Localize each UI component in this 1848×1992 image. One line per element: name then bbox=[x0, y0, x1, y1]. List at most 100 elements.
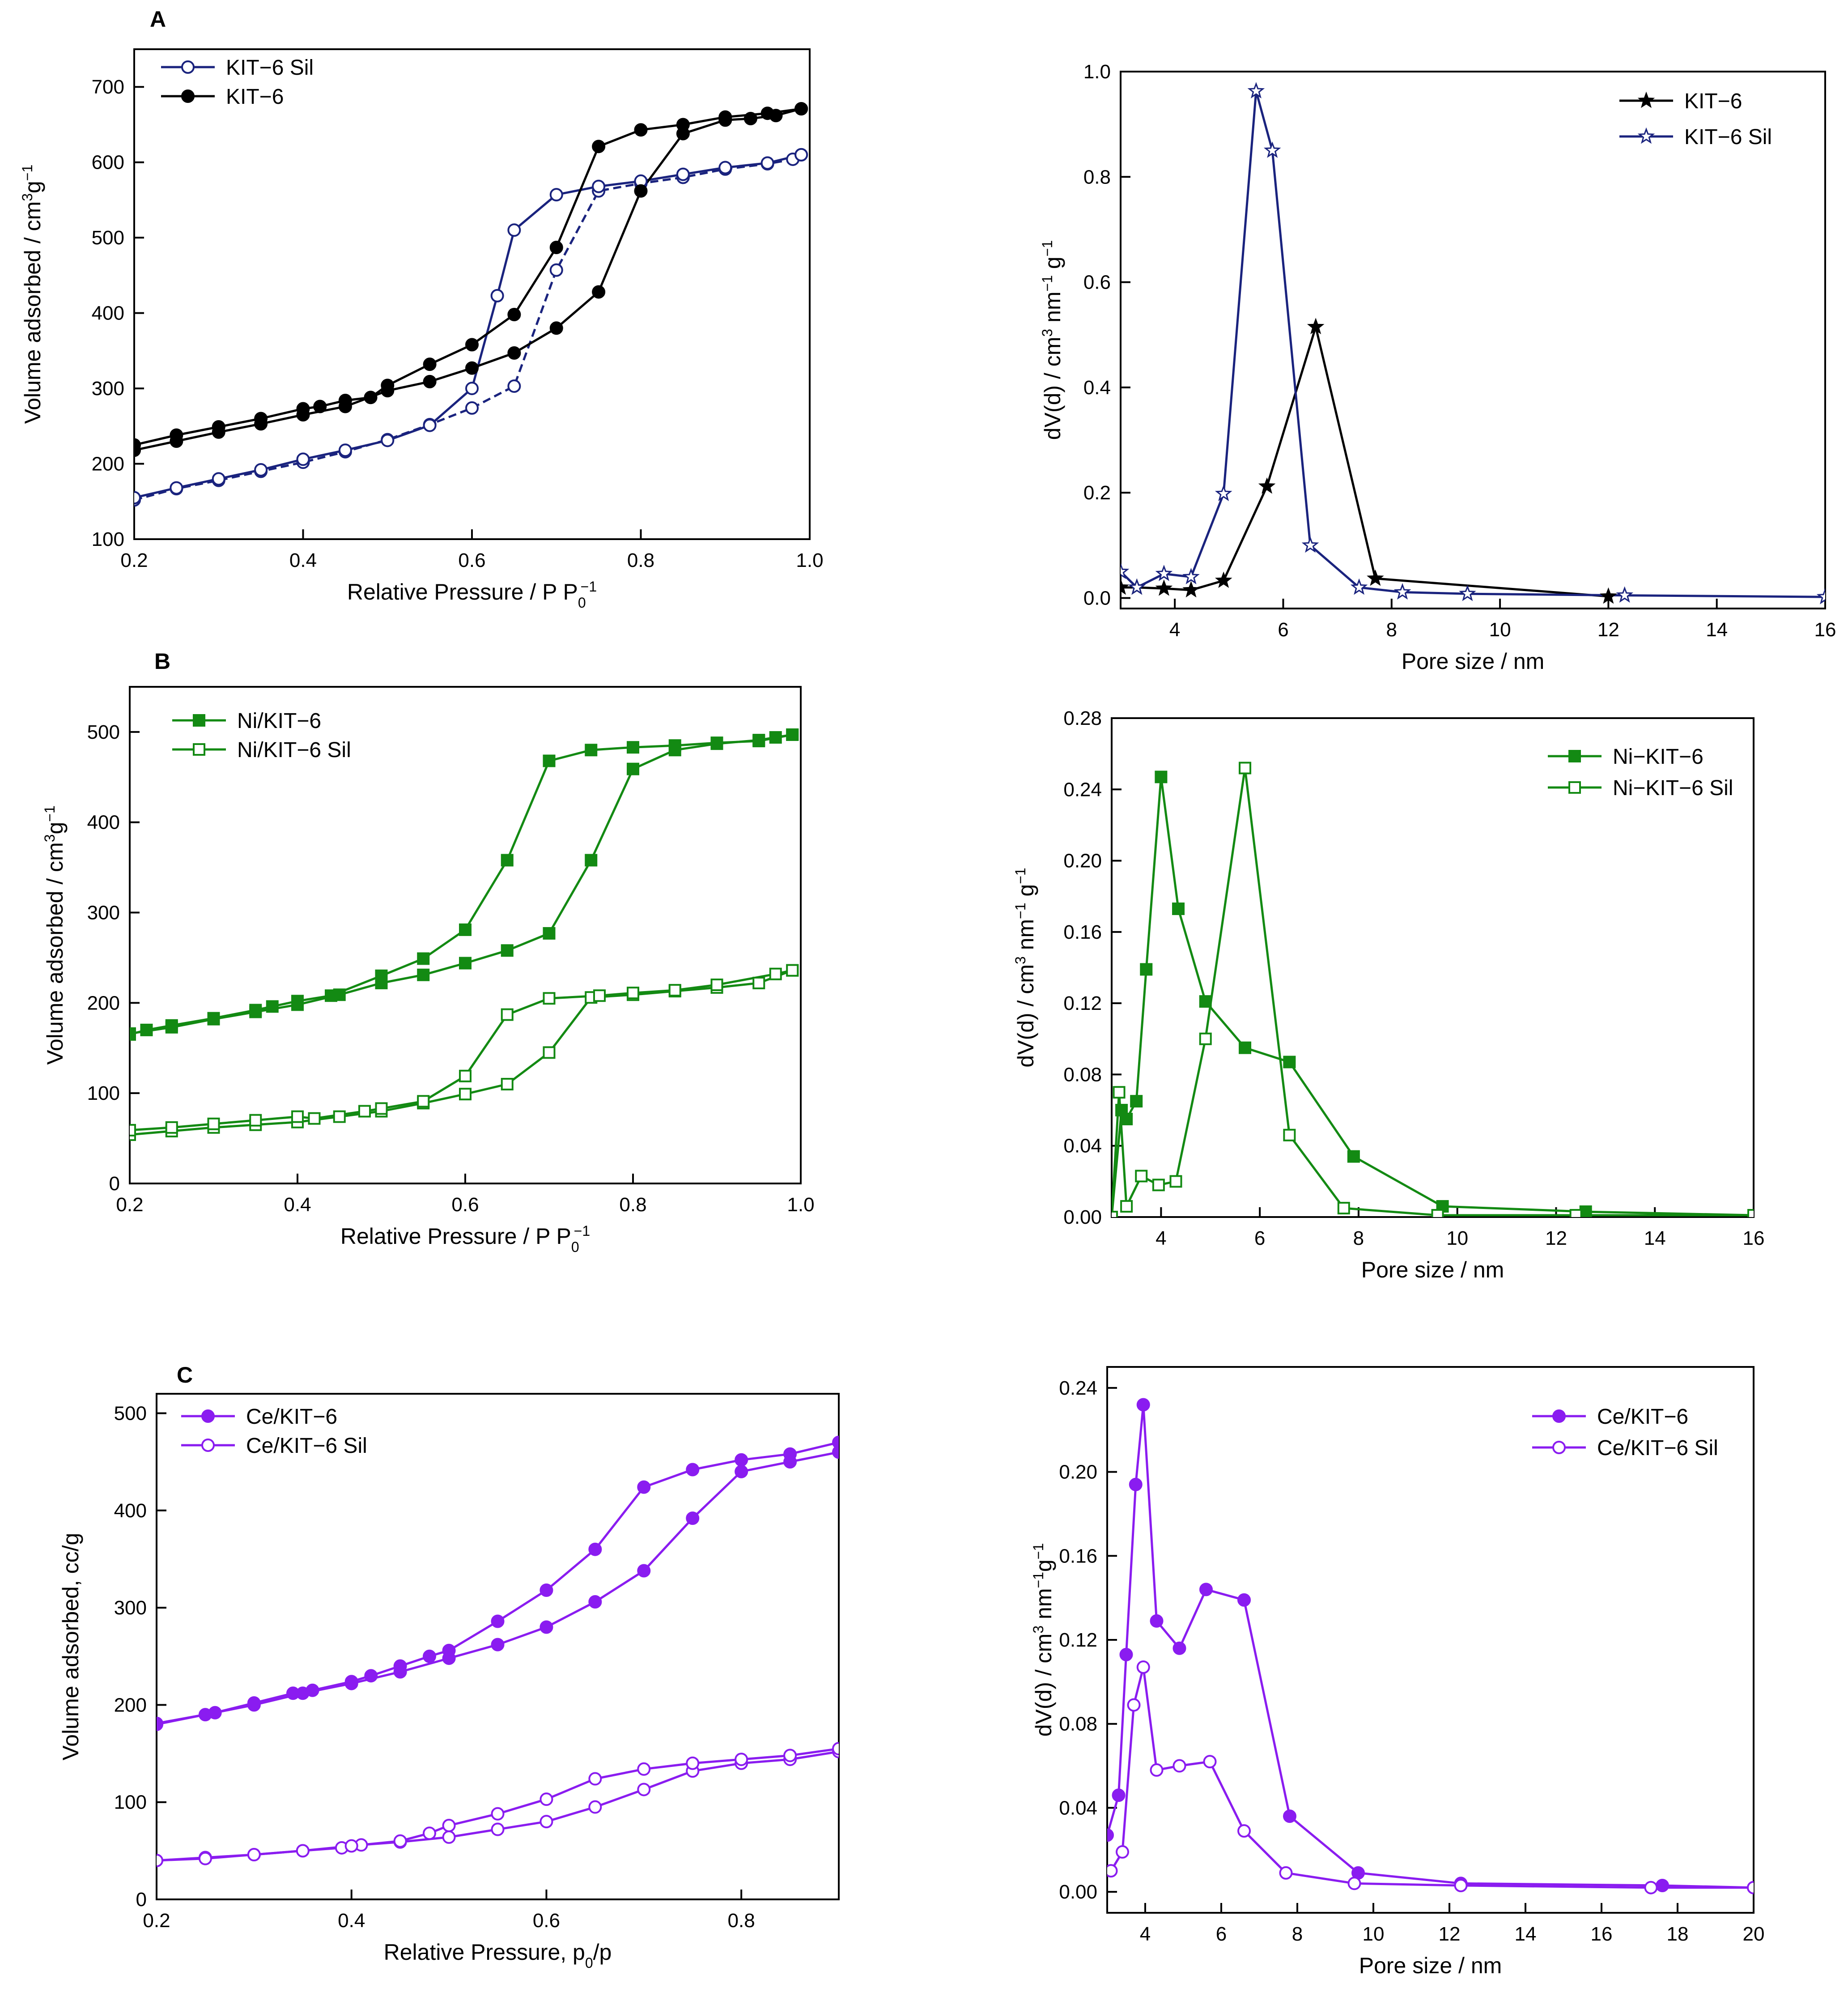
data-point bbox=[1155, 579, 1173, 596]
data-point bbox=[296, 452, 310, 466]
data-point bbox=[549, 321, 563, 335]
panel-label: C bbox=[177, 1362, 193, 1388]
data-point bbox=[752, 735, 765, 748]
data-point bbox=[1121, 578, 1130, 595]
x-tick-label: 12 bbox=[1545, 1227, 1567, 1249]
data-point bbox=[1350, 578, 1368, 595]
y-tick-label: 1.0 bbox=[1083, 61, 1111, 83]
data-point bbox=[1169, 1175, 1182, 1188]
data-point bbox=[442, 1830, 456, 1844]
data-point bbox=[676, 167, 690, 181]
x-tick-label: 8 bbox=[1292, 1923, 1303, 1945]
y-tick-label: 500 bbox=[114, 1402, 147, 1424]
legend-marker bbox=[181, 89, 195, 103]
data-point bbox=[540, 1792, 553, 1806]
data-point bbox=[313, 400, 327, 413]
series-line bbox=[1110, 1666, 1754, 1889]
x-axis-label: Relative Pressure / P P0−1 bbox=[340, 1223, 590, 1255]
data-point bbox=[1128, 578, 1146, 595]
series-line bbox=[134, 107, 802, 451]
data-point bbox=[490, 289, 504, 302]
y-tick-label: 0.12 bbox=[1063, 992, 1102, 1014]
legend-marker bbox=[1568, 781, 1581, 794]
data-point bbox=[593, 989, 606, 1002]
x-axis-label: Pore size / nm bbox=[1359, 1953, 1502, 1978]
data-point bbox=[1107, 1864, 1118, 1878]
data-point bbox=[710, 736, 723, 749]
data-point bbox=[1367, 569, 1384, 586]
data-point bbox=[1600, 587, 1617, 604]
series-line bbox=[130, 969, 793, 1136]
data-point bbox=[423, 375, 437, 388]
legend-marker bbox=[193, 714, 205, 727]
legend: Ni−KIT−6 Ni−KIT−6 Sil bbox=[1548, 745, 1733, 800]
data-point bbox=[1199, 995, 1212, 1008]
y-tick-label: 0.2 bbox=[1083, 482, 1111, 504]
series-group bbox=[1107, 1398, 1754, 1894]
data-point bbox=[794, 148, 808, 162]
data-point bbox=[592, 140, 606, 153]
data-point bbox=[375, 969, 388, 982]
data-point bbox=[207, 1117, 220, 1130]
legend-marker bbox=[201, 1439, 215, 1452]
data-point bbox=[1347, 1150, 1360, 1163]
data-point bbox=[588, 1772, 602, 1786]
legend-marker bbox=[181, 60, 195, 74]
data-point bbox=[208, 1706, 222, 1720]
y-tick-label: 100 bbox=[92, 528, 124, 550]
data-point bbox=[1239, 1041, 1252, 1054]
series-line bbox=[1121, 90, 1825, 598]
data-point bbox=[344, 1675, 358, 1689]
y-tick-label: 500 bbox=[87, 721, 120, 743]
data-point bbox=[1182, 581, 1200, 598]
data-point bbox=[543, 927, 556, 940]
data-point bbox=[588, 1542, 602, 1556]
data-point bbox=[1182, 568, 1200, 584]
x-tick-label: 4 bbox=[1156, 1227, 1166, 1249]
data-point bbox=[1129, 1477, 1143, 1491]
data-point bbox=[465, 401, 479, 415]
data-point bbox=[786, 728, 799, 741]
x-axis-label: Relative Pressure, p0/p bbox=[384, 1940, 612, 1971]
legend-label: KIT−6 Sil bbox=[1684, 125, 1772, 149]
x-tick-label: 14 bbox=[1644, 1227, 1666, 1249]
data-point bbox=[760, 106, 774, 120]
x-tick-label: 0.4 bbox=[338, 1910, 365, 1932]
data-point bbox=[1237, 1824, 1251, 1838]
data-point bbox=[1136, 1398, 1150, 1412]
y-tick-label: 100 bbox=[87, 1082, 120, 1104]
data-point bbox=[465, 338, 479, 352]
data-point bbox=[637, 1480, 651, 1494]
x-tick-label: 0.4 bbox=[284, 1194, 311, 1216]
data-point bbox=[1283, 1056, 1296, 1068]
legend-marker bbox=[1637, 91, 1655, 108]
y-tick-label: 0.00 bbox=[1063, 1206, 1102, 1228]
legend: Ce/KIT−6 Ce/KIT−6 Sil bbox=[181, 1405, 367, 1458]
data-point bbox=[686, 1511, 700, 1525]
y-tick-label: 0.04 bbox=[1059, 1797, 1097, 1819]
y-axis-label: Volume adsorbed / cm3g−1 bbox=[19, 165, 45, 424]
plot-frame bbox=[156, 1393, 840, 1900]
data-point bbox=[212, 472, 225, 486]
x-tick-label: 0.6 bbox=[451, 1194, 479, 1216]
data-point bbox=[1644, 1881, 1658, 1894]
data-point bbox=[752, 976, 765, 989]
data-point bbox=[1816, 587, 1825, 604]
series-group bbox=[130, 728, 799, 1141]
data-point bbox=[130, 1028, 136, 1041]
data-point bbox=[735, 1464, 748, 1478]
data-point bbox=[540, 1620, 553, 1634]
series-line bbox=[157, 1451, 839, 1726]
data-point bbox=[1307, 318, 1325, 334]
series-line bbox=[134, 153, 802, 499]
y-tick-label: 100 bbox=[114, 1792, 147, 1813]
data-point bbox=[543, 992, 556, 1005]
x-tick-label: 0.8 bbox=[627, 549, 654, 571]
data-point bbox=[1199, 1583, 1213, 1596]
data-point bbox=[286, 1686, 300, 1700]
y-tick-label: 0.20 bbox=[1059, 1461, 1097, 1483]
x-tick-label: 18 bbox=[1667, 1923, 1689, 1945]
series-group bbox=[157, 1435, 839, 1868]
y-tick-label: 0.08 bbox=[1063, 1064, 1102, 1085]
data-point bbox=[247, 1848, 261, 1862]
